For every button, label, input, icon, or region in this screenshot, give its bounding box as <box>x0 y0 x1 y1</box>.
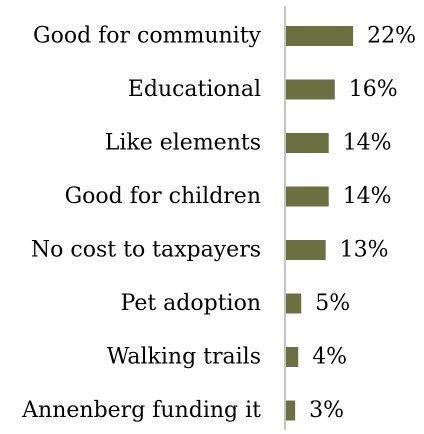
category-label: Walking trails <box>107 345 261 370</box>
bar <box>286 400 296 421</box>
category-label: Pet adoption <box>121 291 262 316</box>
category-label: Like elements <box>105 131 261 156</box>
value-label: 13% <box>340 238 389 263</box>
value-label: 4% <box>312 345 347 370</box>
bar <box>286 79 335 100</box>
value-label: 14% <box>343 131 392 156</box>
value-label: 14% <box>343 184 392 209</box>
bar <box>286 26 354 46</box>
category-label: Annenberg funding it <box>21 398 261 423</box>
bar <box>286 347 299 367</box>
category-label: No cost to taxpayers <box>31 238 261 263</box>
value-label: 16% <box>349 77 398 102</box>
value-label: 5% <box>315 291 350 316</box>
category-label: Good for community <box>33 24 262 49</box>
bar <box>286 240 326 260</box>
value-labels-group: 22% 16% 14% 14% 13% 5% 4% 3% <box>309 24 416 424</box>
bar <box>286 133 329 153</box>
bar <box>286 293 302 314</box>
category-labels-group: Good for community Educational Like elemen… <box>21 24 261 424</box>
value-label: 3% <box>309 398 344 423</box>
bars-group <box>286 26 354 421</box>
value-label: 22% <box>367 24 416 49</box>
bar <box>286 186 329 207</box>
category-label: Educational <box>128 77 261 102</box>
category-label: Good for children <box>65 184 261 209</box>
